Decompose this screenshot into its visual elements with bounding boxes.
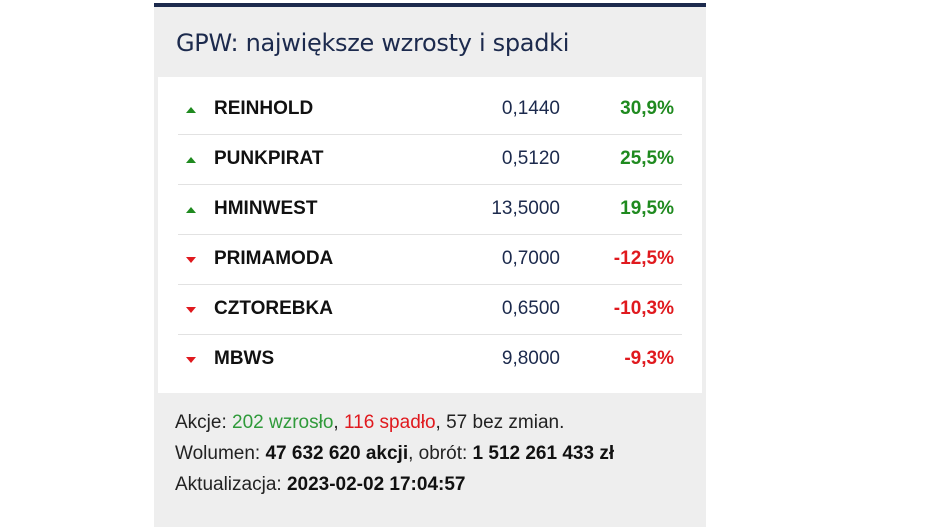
down-arrow (186, 357, 196, 363)
arrow-shape (186, 357, 196, 363)
footer-text: , (333, 412, 344, 433)
footer-text: Aktualizacja: (175, 474, 287, 495)
widget: GPW: największe wzrosty i spadki REINHOL… (154, 3, 706, 527)
footer-text: 1 512 261 433 zł (472, 443, 615, 464)
change: -9,3% (624, 348, 674, 369)
price: 13,5000 (491, 198, 560, 219)
up-arrow (186, 157, 196, 163)
footer-text: Wolumen: (175, 443, 266, 464)
footer-line: Wolumen: 47 632 620 akcji, obrót: 1 512 … (175, 443, 614, 474)
footer-text: 47 632 620 akcji (265, 443, 409, 464)
footer-text: , 57 bez zmian. (435, 412, 565, 433)
price: 9,8000 (501, 348, 560, 369)
price: 0,5120 (501, 148, 560, 169)
footer-line: Aktualizacja: 2023-02-02 17:04:57 (175, 474, 614, 505)
footer-text: 202 wzrosło (232, 412, 334, 433)
ticker: HMINWEST (214, 198, 318, 219)
footer-text: 116 spadło (343, 412, 436, 433)
up-arrow (186, 207, 196, 213)
change: 19,5% (620, 198, 674, 219)
quote-row: HMINWEST 13,5000 19,5% (178, 185, 682, 235)
change: 25,5% (620, 148, 674, 169)
arrow-shape (186, 107, 196, 113)
footer-text: Akcje: (175, 412, 233, 433)
footer-line: Akcje: 202 wzrosło, 116 spadło, 57 bez z… (175, 412, 614, 443)
price: 0,7000 (501, 248, 560, 269)
arrow-shape (186, 207, 196, 213)
quote-row: PRIMAMODA 0,7000 -12,5% (178, 235, 682, 285)
quote-row: REINHOLD 0,1440 30,9% (178, 85, 682, 135)
ticker: MBWS (214, 348, 275, 369)
ticker: CZTOREBKA (214, 298, 333, 319)
change: 30,9% (620, 98, 674, 119)
arrow-shape (186, 157, 196, 163)
ticker: REINHOLD (214, 98, 314, 119)
quote-row: PUNKPIRAT 0,5120 25,5% (178, 135, 682, 185)
down-arrow (186, 257, 196, 263)
footer-text: , obrót: (408, 443, 473, 464)
footer: Akcje: 202 wzrosło, 116 spadło, 57 bez z… (175, 412, 614, 505)
up-arrow (186, 107, 196, 113)
price: 0,6500 (501, 298, 560, 319)
widget-title: GPW: największe wzrosty i spadki (176, 29, 570, 57)
quotes-table: REINHOLD 0,1440 30,9% PUNKPIRAT 0,5120 25,5% H… (158, 77, 702, 393)
footer-text: 2023-02-02 17:04:57 (286, 474, 466, 495)
quote-row: CZTOREBKA 0,6500 -10,3% (178, 285, 682, 335)
ticker: PRIMAMODA (214, 248, 334, 269)
change: -10,3% (613, 298, 674, 319)
arrow-shape (186, 307, 196, 313)
price: 0,1440 (501, 98, 560, 119)
quote-row: MBWS 9,8000 -9,3% (178, 335, 682, 385)
change: -12,5% (613, 248, 674, 269)
arrow-shape (186, 257, 196, 263)
ticker: PUNKPIRAT (214, 148, 324, 169)
down-arrow (186, 307, 196, 313)
